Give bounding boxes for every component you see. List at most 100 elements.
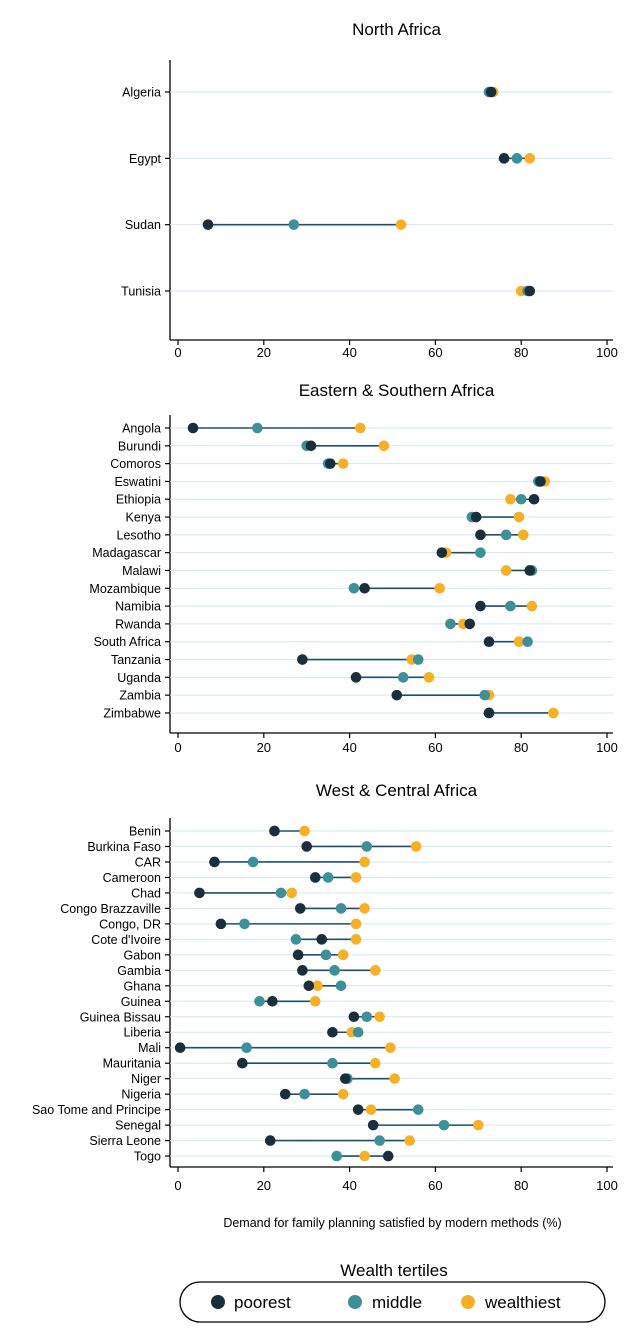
point-poorest bbox=[475, 529, 486, 541]
point-middle bbox=[247, 856, 259, 868]
point-poorest bbox=[309, 872, 321, 883]
point-poorest bbox=[324, 458, 336, 469]
point-poorest bbox=[535, 476, 546, 487]
x-tick-label: 60 bbox=[428, 1178, 442, 1193]
point-poorest bbox=[279, 1088, 291, 1100]
x-tick-label: 100 bbox=[596, 345, 618, 360]
point-poorest bbox=[327, 1026, 338, 1038]
row-label: Congo Brazzaville bbox=[60, 902, 161, 916]
point-wealthiest bbox=[500, 565, 512, 576]
point-wealthiest bbox=[350, 934, 362, 945]
row-label: Rwanda bbox=[115, 617, 161, 631]
row-label: Sudan bbox=[125, 218, 161, 232]
point-middle bbox=[299, 1088, 310, 1100]
point-middle bbox=[327, 1057, 338, 1069]
point-poorest bbox=[464, 618, 476, 630]
point-poorest bbox=[301, 841, 313, 852]
row-label: Niger bbox=[131, 1072, 161, 1086]
point-wealthiest bbox=[359, 856, 370, 868]
point-poorest bbox=[215, 918, 227, 930]
point-middle bbox=[254, 995, 265, 1007]
row-label: Liberia bbox=[123, 1026, 161, 1040]
point-poorest bbox=[436, 547, 448, 558]
point-poorest bbox=[524, 285, 536, 297]
point-wealthiest bbox=[518, 529, 529, 541]
point-poorest bbox=[297, 654, 308, 665]
point-poorest bbox=[391, 689, 403, 701]
point-wealthiest bbox=[337, 949, 349, 961]
row-label: Chad bbox=[131, 886, 161, 900]
point-poorest bbox=[340, 1073, 351, 1084]
row-label: Egypt bbox=[129, 152, 161, 166]
legend-marker-poorest bbox=[211, 1295, 225, 1309]
point-poorest bbox=[475, 600, 486, 612]
point-poorest bbox=[359, 582, 370, 594]
row-label: Angola bbox=[122, 422, 161, 436]
x-tick-label: 100 bbox=[596, 740, 618, 755]
point-middle bbox=[290, 934, 302, 945]
x-tick-label: 40 bbox=[342, 1178, 356, 1193]
point-poorest bbox=[294, 903, 306, 914]
point-middle bbox=[479, 689, 491, 701]
point-wealthiest bbox=[473, 1119, 484, 1131]
row-label: Gambia bbox=[117, 964, 161, 978]
legend-box bbox=[179, 1281, 606, 1323]
row-label: Zambia bbox=[119, 689, 161, 703]
point-middle bbox=[361, 1011, 373, 1023]
x-tick-label: 60 bbox=[428, 345, 442, 360]
row-label: Mali bbox=[138, 1041, 161, 1055]
point-middle bbox=[445, 618, 456, 630]
x-tick-label: 20 bbox=[257, 740, 271, 755]
point-wealthiest bbox=[389, 1073, 400, 1084]
row-label: Lesotho bbox=[117, 528, 162, 542]
point-poorest bbox=[524, 565, 536, 576]
row-label: Guinea bbox=[121, 995, 161, 1009]
row-label: Tunisia bbox=[121, 284, 161, 298]
point-middle bbox=[348, 582, 360, 594]
row-label: Cameroon bbox=[103, 871, 161, 885]
panels: North Africa 0 20 40 60 80 100 Algeria Egypt Suda… bbox=[32, 20, 618, 1230]
point-wealthiest bbox=[286, 887, 297, 899]
point-wealthiest bbox=[350, 872, 362, 883]
point-middle bbox=[397, 672, 409, 683]
point-middle bbox=[412, 654, 424, 665]
point-poorest bbox=[292, 949, 304, 961]
point-middle bbox=[352, 1026, 364, 1038]
row-label: Burundi bbox=[118, 439, 161, 453]
point-wealthiest bbox=[309, 995, 321, 1007]
panel-title: Eastern & Southern Africa bbox=[299, 381, 495, 400]
legend-title: Wealth tertiles bbox=[340, 1261, 447, 1280]
point-poorest bbox=[382, 1150, 394, 1162]
point-poorest bbox=[528, 493, 540, 505]
row-label: Burkina Faso bbox=[87, 840, 161, 854]
point-poorest bbox=[264, 1135, 276, 1146]
point-wealthiest bbox=[513, 511, 525, 523]
point-wealthiest bbox=[385, 1042, 396, 1054]
row-label: Sao Tome and Principe bbox=[32, 1103, 161, 1117]
x-tick-label: 20 bbox=[257, 345, 271, 360]
point-poorest bbox=[352, 1104, 364, 1115]
point-poorest bbox=[269, 825, 280, 837]
point-middle bbox=[374, 1135, 385, 1146]
row-label: Kenya bbox=[126, 511, 161, 525]
point-poorest bbox=[297, 965, 308, 976]
point-poorest bbox=[209, 856, 220, 868]
point-wealthiest bbox=[370, 965, 381, 976]
row-label: Gabon bbox=[123, 948, 161, 962]
row-label: Senegal bbox=[115, 1119, 161, 1133]
row-label: Ethiopia bbox=[116, 493, 161, 507]
x-tick-label: 80 bbox=[514, 740, 528, 755]
point-poorest bbox=[267, 995, 278, 1007]
point-poorest bbox=[174, 1042, 186, 1054]
point-poorest bbox=[350, 672, 362, 683]
panel-2: West & Central Africa 0 20 40 60 80 100 Demand … bbox=[32, 781, 618, 1230]
point-wealthiest bbox=[374, 1011, 385, 1023]
x-tick-label: 60 bbox=[428, 740, 442, 755]
row-label: Uganda bbox=[117, 671, 161, 685]
point-middle bbox=[475, 547, 486, 558]
row-label: Comoros bbox=[110, 457, 161, 471]
point-poorest bbox=[498, 153, 510, 164]
point-wealthiest bbox=[505, 493, 516, 505]
panel-0: North Africa 0 20 40 60 80 100 Algeria Egypt Suda… bbox=[121, 20, 618, 360]
